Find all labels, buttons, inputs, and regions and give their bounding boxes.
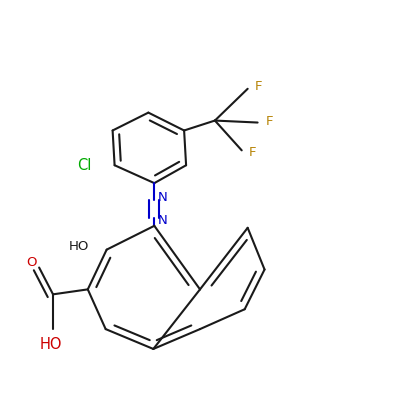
Text: N: N (158, 191, 168, 204)
Text: O: O (26, 256, 36, 269)
Text: F: F (255, 80, 262, 93)
Text: N: N (158, 214, 168, 227)
Text: F: F (266, 115, 273, 128)
Text: F: F (249, 146, 256, 159)
Text: HO: HO (68, 240, 89, 253)
Text: Cl: Cl (77, 158, 92, 173)
Text: HO: HO (40, 338, 62, 352)
